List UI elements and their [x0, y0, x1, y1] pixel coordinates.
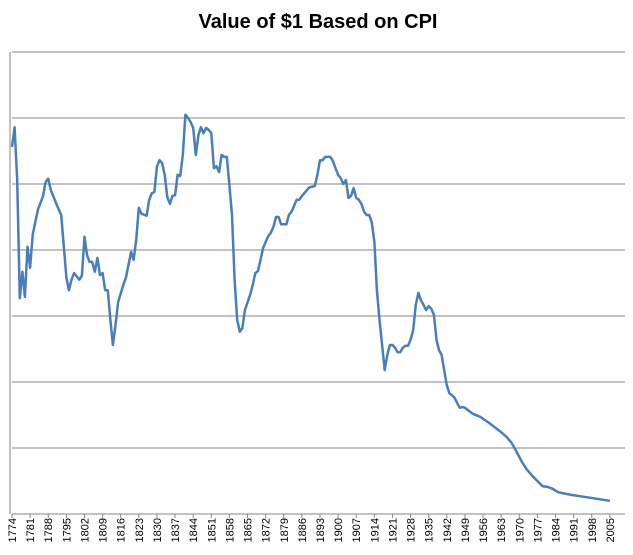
x-tick-label: 1816	[116, 518, 128, 542]
x-tick-label: 1956	[478, 518, 490, 542]
x-tick-label: 2005	[605, 518, 617, 542]
x-tick-label: 1998	[587, 518, 599, 542]
x-tick-label: 1879	[279, 518, 291, 542]
x-tick-label: 1949	[460, 518, 472, 542]
x-tick-label: 1781	[25, 518, 37, 542]
x-tick-label: 1788	[43, 518, 55, 542]
x-tick-label: 1970	[514, 518, 526, 542]
x-tick-label: 1935	[424, 518, 436, 542]
x-tick-label: 1802	[79, 518, 91, 542]
x-tick-label: 1830	[152, 518, 164, 542]
x-tick-label: 1984	[551, 518, 563, 542]
x-tick-label: 1872	[261, 518, 273, 542]
x-tick-label: 1795	[61, 518, 73, 542]
x-tick-label: 1977	[532, 518, 544, 542]
x-tick-label: 1893	[315, 518, 327, 542]
x-tick-label: 1942	[442, 518, 454, 542]
x-tick-label: 1921	[387, 518, 399, 542]
data-line	[10, 113, 611, 503]
x-tick-label: 1928	[406, 518, 418, 542]
x-tick-label: 1865	[243, 518, 255, 542]
x-tick-label: 1851	[206, 518, 218, 542]
x-tick-label: 1823	[134, 518, 146, 542]
x-tick-label: 1774	[7, 518, 19, 542]
x-tick-label: 1991	[569, 518, 581, 542]
x-tick-label: 1963	[496, 518, 508, 542]
x-tick-label: 1886	[297, 518, 309, 542]
chart-title: Value of $1 Based on CPI	[199, 11, 438, 33]
x-tick-label: 1914	[369, 518, 381, 542]
x-tick-label: 1844	[188, 518, 200, 542]
x-tick-label: 1809	[98, 518, 110, 542]
x-tick-label: 1837	[170, 518, 182, 542]
x-tick-label: 1858	[224, 518, 236, 542]
x-tick-label: 1907	[351, 518, 363, 542]
x-tick-label: 1900	[333, 518, 345, 542]
